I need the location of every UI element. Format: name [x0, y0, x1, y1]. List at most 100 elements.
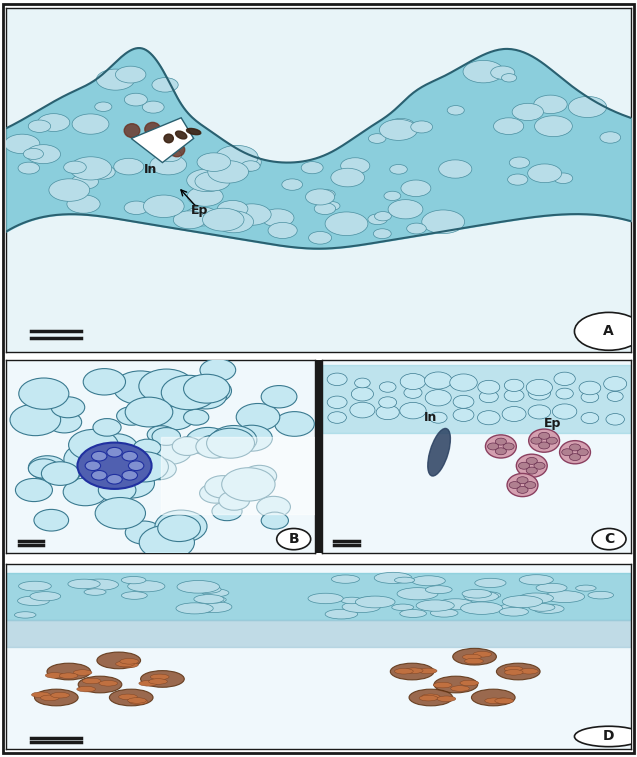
Circle shape — [331, 168, 364, 187]
Circle shape — [150, 674, 169, 680]
Circle shape — [145, 200, 168, 213]
Circle shape — [67, 195, 100, 213]
Circle shape — [352, 387, 373, 401]
Circle shape — [394, 668, 413, 674]
Circle shape — [187, 186, 223, 206]
Circle shape — [196, 435, 233, 458]
Circle shape — [18, 378, 69, 410]
Circle shape — [392, 604, 413, 611]
Circle shape — [117, 407, 147, 425]
Ellipse shape — [390, 663, 434, 680]
Circle shape — [191, 378, 231, 403]
Ellipse shape — [453, 648, 496, 665]
Circle shape — [496, 448, 506, 455]
Circle shape — [156, 407, 194, 430]
Circle shape — [143, 195, 184, 217]
Circle shape — [400, 403, 426, 419]
Circle shape — [379, 397, 397, 408]
Circle shape — [308, 593, 343, 603]
Circle shape — [576, 585, 596, 591]
Circle shape — [133, 439, 161, 456]
Ellipse shape — [507, 473, 538, 497]
Circle shape — [552, 404, 577, 419]
Circle shape — [115, 66, 146, 83]
Circle shape — [526, 379, 552, 396]
Circle shape — [447, 105, 464, 115]
Circle shape — [30, 592, 61, 601]
Circle shape — [51, 397, 85, 418]
Circle shape — [526, 457, 538, 464]
Circle shape — [18, 581, 52, 591]
Circle shape — [509, 481, 520, 488]
Circle shape — [588, 591, 613, 599]
Circle shape — [429, 412, 447, 423]
Circle shape — [107, 447, 122, 457]
Circle shape — [142, 458, 176, 480]
Circle shape — [15, 612, 36, 618]
Circle shape — [47, 411, 82, 433]
Circle shape — [26, 145, 61, 164]
Circle shape — [84, 589, 106, 595]
Circle shape — [18, 162, 39, 174]
Circle shape — [536, 583, 567, 593]
Circle shape — [517, 477, 528, 484]
Circle shape — [502, 407, 526, 422]
Text: C: C — [604, 532, 614, 546]
Circle shape — [83, 369, 125, 395]
Text: Ep: Ep — [544, 417, 561, 430]
Circle shape — [384, 192, 401, 201]
Circle shape — [173, 211, 206, 229]
Circle shape — [241, 160, 260, 171]
Circle shape — [499, 604, 523, 611]
Circle shape — [301, 162, 323, 173]
Circle shape — [499, 607, 529, 616]
Circle shape — [462, 590, 491, 598]
Circle shape — [236, 403, 280, 431]
Circle shape — [172, 437, 202, 456]
Ellipse shape — [485, 435, 517, 458]
Ellipse shape — [145, 123, 161, 136]
Circle shape — [419, 668, 437, 674]
Circle shape — [242, 466, 276, 487]
Ellipse shape — [428, 428, 450, 476]
Ellipse shape — [164, 134, 173, 143]
Circle shape — [225, 152, 261, 172]
Circle shape — [397, 587, 438, 600]
Circle shape — [453, 395, 474, 408]
Circle shape — [124, 93, 147, 106]
Ellipse shape — [124, 123, 140, 138]
Circle shape — [196, 388, 223, 405]
Circle shape — [261, 512, 289, 529]
Circle shape — [139, 369, 194, 403]
Circle shape — [375, 211, 391, 221]
Circle shape — [150, 154, 187, 175]
Circle shape — [581, 391, 599, 403]
Circle shape — [98, 478, 136, 502]
Circle shape — [29, 456, 66, 479]
Circle shape — [147, 425, 176, 444]
Circle shape — [479, 391, 498, 403]
Circle shape — [99, 681, 118, 686]
Circle shape — [38, 114, 70, 132]
Circle shape — [493, 698, 512, 703]
Circle shape — [77, 687, 96, 692]
Circle shape — [152, 428, 180, 445]
Circle shape — [80, 579, 118, 590]
Circle shape — [306, 189, 334, 205]
Circle shape — [155, 510, 207, 543]
Circle shape — [546, 121, 571, 135]
Circle shape — [72, 114, 109, 134]
Circle shape — [509, 157, 529, 168]
Circle shape — [575, 313, 637, 350]
Circle shape — [533, 604, 564, 613]
Circle shape — [478, 380, 500, 394]
Circle shape — [464, 659, 483, 664]
Ellipse shape — [141, 671, 184, 687]
Circle shape — [45, 673, 64, 678]
Circle shape — [390, 164, 407, 174]
Circle shape — [186, 428, 230, 455]
Circle shape — [394, 577, 415, 583]
Circle shape — [92, 451, 107, 461]
Circle shape — [129, 461, 144, 471]
Circle shape — [400, 609, 426, 618]
